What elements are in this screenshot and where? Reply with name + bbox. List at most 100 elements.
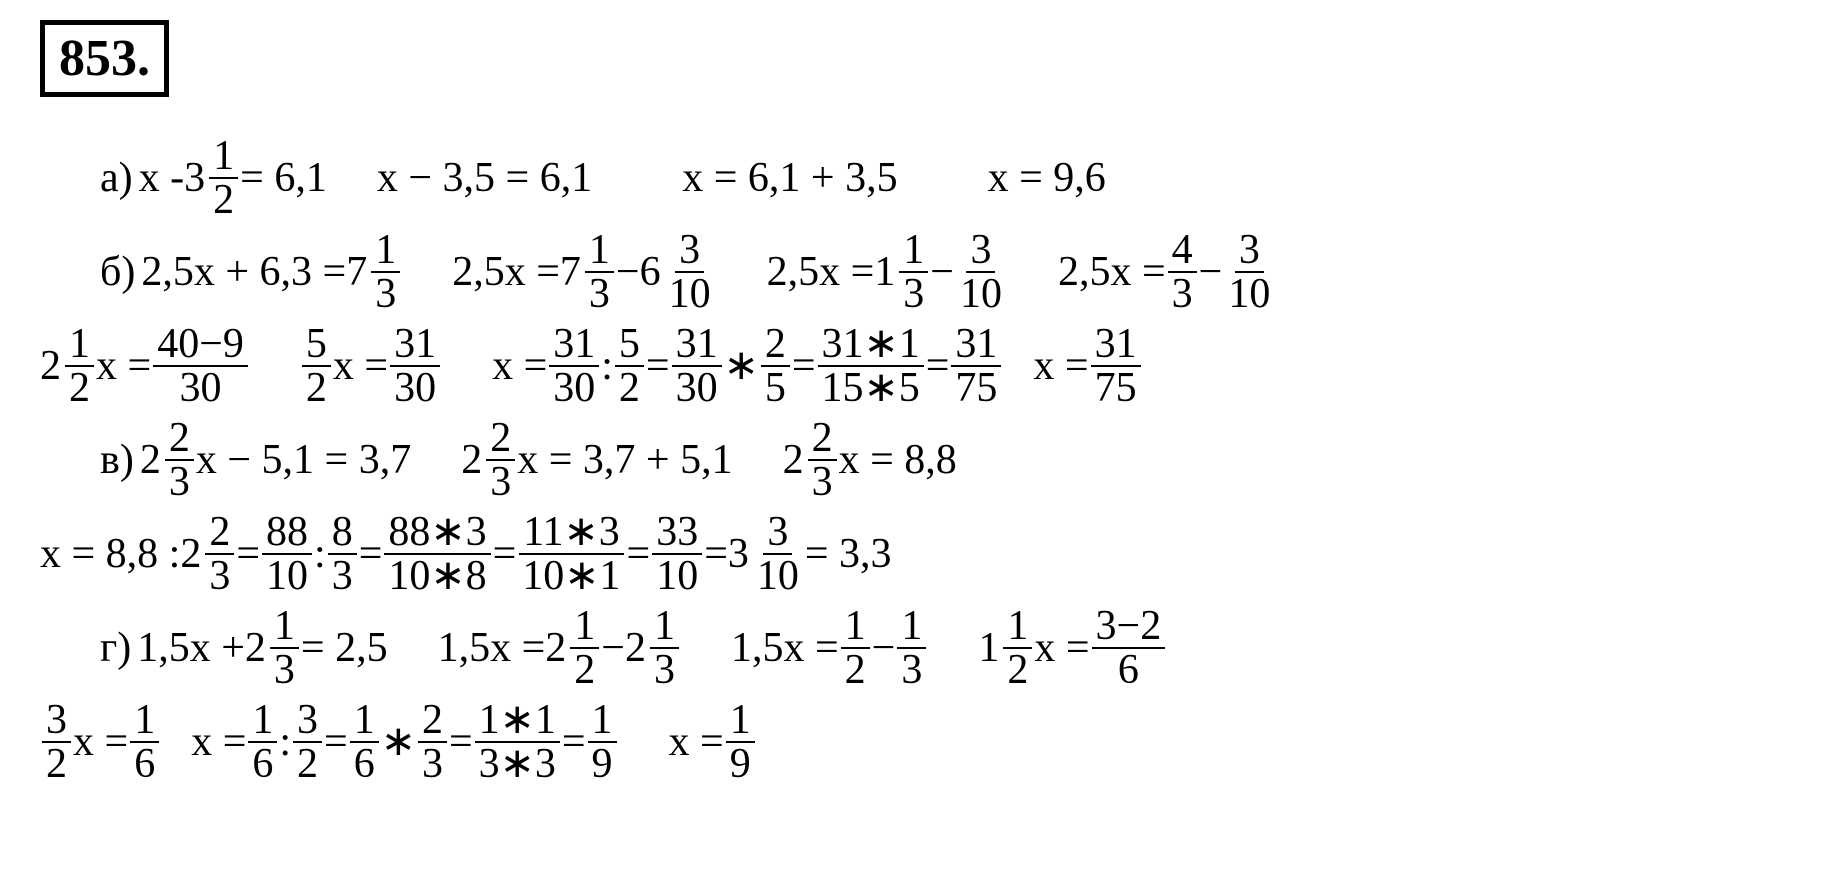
b2-p3-pre: x = <box>492 343 547 389</box>
c2-bd: 3 <box>328 555 357 597</box>
d-p3-ad: 2 <box>841 649 870 691</box>
c2-dn: 11∗3 <box>519 511 624 555</box>
b2-p3-fd: 75 <box>951 367 1001 409</box>
d-p1-d: 3 <box>270 649 299 691</box>
d2-p2-dd: 3 <box>418 743 447 785</box>
b-p3-fd: 10 <box>956 273 1006 315</box>
b2-p4-pre: x = <box>1033 343 1088 389</box>
c-p1-d: 3 <box>165 461 194 503</box>
c2-eq4: = <box>627 531 651 577</box>
d-p2-bw: 2 <box>625 625 646 671</box>
d2-p1-an: 3 <box>42 699 71 743</box>
b2-p2-bd: 30 <box>390 367 440 409</box>
a-p3: x = 6,1 + 3,5 <box>682 155 897 201</box>
d2-p3-fd: 9 <box>726 743 755 785</box>
c2-md: 3 <box>205 555 234 597</box>
c2-eq5: = <box>704 531 728 577</box>
b-p4-bn: 3 <box>1235 229 1264 273</box>
d2-p2-fn: 1 <box>588 699 617 743</box>
b2-p3-op2: ∗ <box>724 343 759 389</box>
row-c2: x = 8,8 : 223 = 8810 : 83 = 88∗310∗8 = 1… <box>40 511 1803 597</box>
d-p4-fd: 6 <box>1114 649 1143 691</box>
d-p4-fn: 3−2 <box>1092 605 1166 649</box>
b2-p3-op1: : <box>601 343 613 389</box>
d2-p2-fd: 9 <box>588 743 617 785</box>
problem-number: 853. <box>40 20 169 97</box>
d2-p2-dn: 2 <box>418 699 447 743</box>
d-p2-ad: 2 <box>570 649 599 691</box>
b-p1-w: 7 <box>346 249 367 295</box>
c2-op1: : <box>314 531 326 577</box>
d-p3-mid: − <box>872 625 896 671</box>
b2-p1-fn: 40−9 <box>153 323 248 367</box>
d2-p2-ed: 3∗3 <box>475 743 560 785</box>
b-p2-aw: 7 <box>560 249 581 295</box>
d-p1-pre: 1,5x + <box>137 625 245 671</box>
b-p4-ad: 3 <box>1168 273 1197 315</box>
a-p1-post: = 6,1 <box>240 155 327 201</box>
d-p3-pre: 1,5x = <box>731 625 839 671</box>
b-p1-d: 3 <box>371 273 400 315</box>
b2-p3-eq2: = <box>792 343 816 389</box>
d2-p2-cn: 1 <box>350 699 379 743</box>
b2-p4-fn: 31 <box>1091 323 1141 367</box>
b-p3-an: 1 <box>899 229 928 273</box>
c2-rw: 3 <box>728 531 749 577</box>
b-p3-aw: 1 <box>874 249 895 295</box>
d-p2-bd: 3 <box>650 649 679 691</box>
d-p1-w: 2 <box>245 625 266 671</box>
c-p3-w: 2 <box>783 437 804 483</box>
a-p1-pre: x - <box>139 155 185 201</box>
b2-p2-ad: 2 <box>302 367 331 409</box>
d2-p1-bd: 6 <box>130 743 159 785</box>
b2-p3-cn: 31 <box>672 323 722 367</box>
b2-p3-ed: 15∗5 <box>818 367 924 409</box>
b2-p1-fd: 30 <box>176 367 226 409</box>
b-p2-bn: 3 <box>675 229 704 273</box>
c2-cn: 88∗3 <box>384 511 490 555</box>
c2-mw: 2 <box>180 531 201 577</box>
b2-p3-en: 31∗1 <box>818 323 924 367</box>
b2-p1-d: 2 <box>65 367 94 409</box>
d2-p1-mid: x = <box>73 719 128 765</box>
d2-p1-bn: 1 <box>130 699 159 743</box>
b-p1-n: 1 <box>371 229 400 273</box>
d2-p2-ad: 6 <box>248 743 277 785</box>
row-d1: г) 1,5x + 213 = 2,5 1,5x = 212 − 213 1,5… <box>100 605 1803 691</box>
d-p4-mid: x = <box>1034 625 1089 671</box>
b2-p1-w: 2 <box>40 343 61 389</box>
a-p1-w: 3 <box>184 155 205 201</box>
d2-p2-en: 1∗1 <box>475 699 560 743</box>
b2-p3-ad: 30 <box>549 367 599 409</box>
d2-p2-op1: : <box>279 719 291 765</box>
b-p4-pre: 2,5x = <box>1058 249 1166 295</box>
d2-p3-fn: 1 <box>726 699 755 743</box>
c-p2-post: x = 3,7 + 5,1 <box>517 437 732 483</box>
c2-eq2: = <box>359 531 383 577</box>
b-p2-bd: 10 <box>665 273 715 315</box>
b-p2-mid: − <box>616 249 640 295</box>
label-b: б) <box>100 249 135 295</box>
row-b1: б) 2,5x + 6,3 = 713 2,5x = 713 − 6310 2,… <box>100 229 1803 315</box>
a-p1-d: 2 <box>209 179 238 221</box>
c2-an: 88 <box>262 511 312 555</box>
d-p4-d: 2 <box>1003 649 1032 691</box>
b2-p3-eq1: = <box>646 343 670 389</box>
d-p4-n: 1 <box>1003 605 1032 649</box>
a-p2: x − 3,5 = 6,1 <box>377 155 592 201</box>
b-p2-an: 1 <box>585 229 614 273</box>
c-p3-post: x = 8,8 <box>839 437 957 483</box>
d2-p2-eq2: = <box>449 719 473 765</box>
d2-p2-op2: ∗ <box>381 719 416 765</box>
c-p2-n: 2 <box>486 417 515 461</box>
d-p2-bn: 1 <box>650 605 679 649</box>
d2-p3-pre: x = <box>669 719 724 765</box>
label-c: в) <box>100 437 134 483</box>
c-p2-d: 3 <box>486 461 515 503</box>
c2-eq6: = 3,3 <box>805 531 892 577</box>
row-c1: в) 223 x − 5,1 = 3,7 223 x = 3,7 + 5,1 2… <box>100 417 1803 503</box>
c-p3-d: 3 <box>808 461 837 503</box>
c2-cd: 10∗8 <box>384 555 490 597</box>
row-a: а) x - 312 = 6,1 x − 3,5 = 6,1 x = 6,1 +… <box>100 135 1803 221</box>
b2-p2-mid: x = <box>333 343 388 389</box>
